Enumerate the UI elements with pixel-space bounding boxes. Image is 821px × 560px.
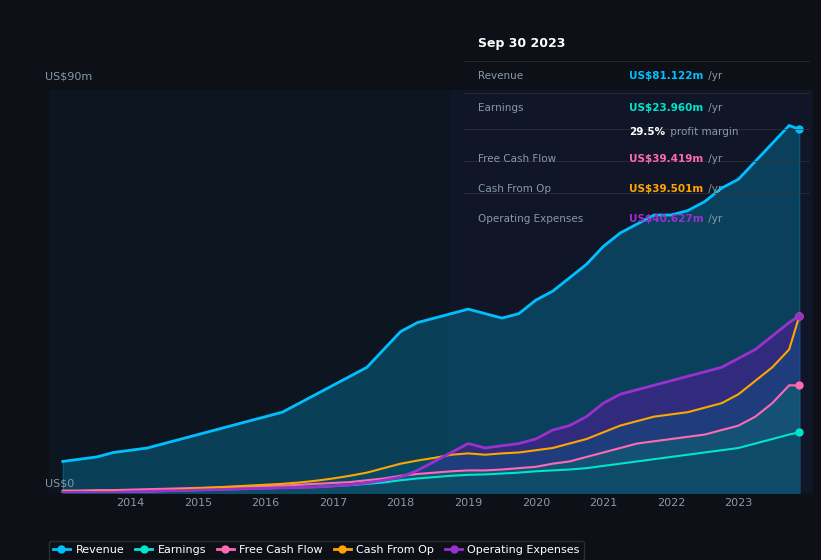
Bar: [452, 90, 813, 493]
Text: Earnings: Earnings: [478, 103, 523, 113]
Text: Revenue: Revenue: [478, 71, 523, 81]
Text: US$0: US$0: [45, 479, 75, 489]
Text: Free Cash Flow: Free Cash Flow: [478, 155, 556, 164]
Text: Sep 30 2023: Sep 30 2023: [478, 38, 565, 50]
Text: /yr: /yr: [705, 103, 722, 113]
Text: /yr: /yr: [705, 71, 722, 81]
Text: US$23.960m: US$23.960m: [630, 103, 704, 113]
Text: Operating Expenses: Operating Expenses: [478, 214, 583, 224]
Text: 29.5%: 29.5%: [630, 127, 666, 137]
Text: /yr: /yr: [705, 155, 722, 164]
Text: US$81.122m: US$81.122m: [630, 71, 704, 81]
Text: /yr: /yr: [705, 214, 722, 224]
Text: /yr: /yr: [705, 184, 722, 194]
Text: US$39.501m: US$39.501m: [630, 184, 704, 194]
Text: US$39.419m: US$39.419m: [630, 155, 704, 164]
Text: profit margin: profit margin: [667, 127, 739, 137]
Text: US$40.627m: US$40.627m: [630, 214, 704, 224]
Text: US$90m: US$90m: [45, 72, 93, 82]
Text: Cash From Op: Cash From Op: [478, 184, 551, 194]
Legend: Revenue, Earnings, Free Cash Flow, Cash From Op, Operating Expenses: Revenue, Earnings, Free Cash Flow, Cash …: [48, 541, 585, 560]
